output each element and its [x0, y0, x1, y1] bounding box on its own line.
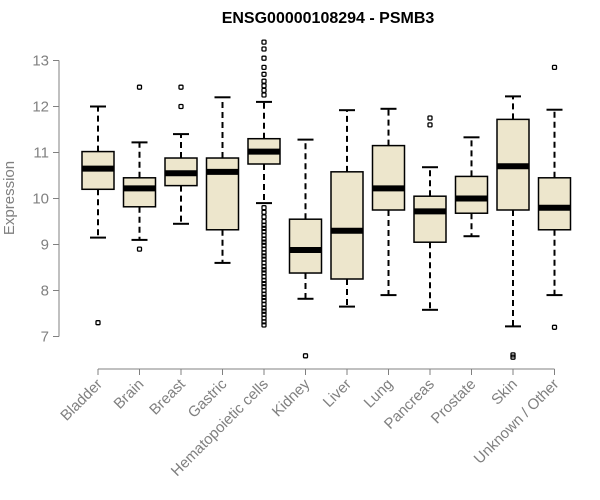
box-kidney	[288, 138, 323, 359]
outlier-point	[551, 64, 558, 71]
iqr-box	[537, 177, 572, 231]
outlier-point	[427, 122, 433, 128]
outlier-point	[261, 277, 267, 284]
outlier-point	[261, 55, 267, 61]
outlier-point	[136, 84, 143, 90]
outlier-point	[178, 84, 184, 90]
y-tick-label: 9	[41, 237, 49, 254]
outlier-point	[261, 214, 267, 220]
outlier-point	[261, 205, 267, 211]
iqr-box	[122, 177, 157, 208]
outlier-point	[510, 352, 516, 358]
y-tick-label: 12	[32, 99, 49, 116]
outlier-point	[261, 319, 267, 325]
x-tick-label-bladder: Bladder	[57, 376, 106, 425]
outlier-point	[261, 263, 267, 270]
y-tick-label: 13	[32, 53, 49, 70]
box-unknown-other	[537, 64, 572, 330]
box-lung	[371, 107, 406, 297]
outlier-point	[261, 253, 267, 259]
y-tick-label: 8	[41, 283, 49, 300]
outlier-point	[551, 324, 558, 330]
iqr-box	[205, 157, 240, 231]
outlier-point	[261, 280, 267, 287]
outlier-point	[261, 305, 267, 311]
box-pancreas	[413, 115, 447, 311]
y-axis-label: Expression	[1, 161, 18, 235]
x-tick-label-skin: Skin	[488, 376, 521, 409]
y-tick-label: 11	[33, 145, 49, 162]
box-prostate	[454, 136, 489, 238]
outlier-point	[261, 39, 267, 45]
outlier-point	[261, 83, 267, 89]
outlier-point	[261, 294, 267, 301]
outlier-point	[261, 64, 267, 71]
x-tick-label-liver: Liver	[320, 376, 355, 411]
x-tick-label-kidney: Kidney	[269, 375, 314, 420]
outlier-point	[261, 71, 267, 77]
y-tick-label: 7	[41, 329, 49, 346]
box-bladder	[81, 105, 115, 326]
box-brain	[122, 84, 157, 252]
x-tick-label-brain: Brain	[111, 376, 148, 413]
outlier-point	[136, 246, 143, 252]
iqr-box	[330, 171, 364, 280]
outlier-point	[261, 267, 267, 273]
outlier-point	[261, 87, 267, 94]
outlier-point	[95, 320, 101, 326]
outlier-point	[427, 115, 433, 121]
outlier-point	[261, 222, 267, 228]
outlier-point	[261, 225, 267, 232]
y-axis: 7 8 9 10 11 12 13	[32, 53, 60, 346]
box-liver	[330, 109, 364, 308]
outlier-point	[261, 236, 267, 242]
box-skin	[496, 95, 530, 360]
box-breast	[164, 84, 198, 225]
chart-title: ENSG00000108294 - PSMB3	[222, 10, 435, 27]
outlier-point	[261, 46, 267, 52]
iqr-box	[454, 175, 489, 214]
x-tick-label-breast: Breast	[146, 375, 189, 418]
outlier-point	[261, 78, 267, 84]
boxes-group	[81, 39, 572, 360]
outlier-point	[261, 239, 267, 245]
outlier-point	[178, 103, 184, 110]
outlier-point	[302, 353, 309, 359]
box-hematopoietic-cells	[247, 39, 281, 328]
iqr-box	[371, 144, 406, 211]
outlier-point	[261, 92, 267, 98]
y-tick-label: 10	[32, 191, 49, 208]
iqr-box	[288, 218, 323, 274]
outlier-point	[261, 291, 267, 297]
x-tick-label-prostate: Prostate	[428, 376, 480, 428]
box-gastric	[205, 96, 240, 264]
outlier-point	[261, 308, 267, 314]
outlier-point	[261, 250, 267, 256]
outlier-point	[261, 209, 267, 215]
iqr-box	[413, 195, 447, 243]
x-tick-label-lung: Lung	[361, 376, 397, 412]
outlier-point	[261, 322, 267, 328]
